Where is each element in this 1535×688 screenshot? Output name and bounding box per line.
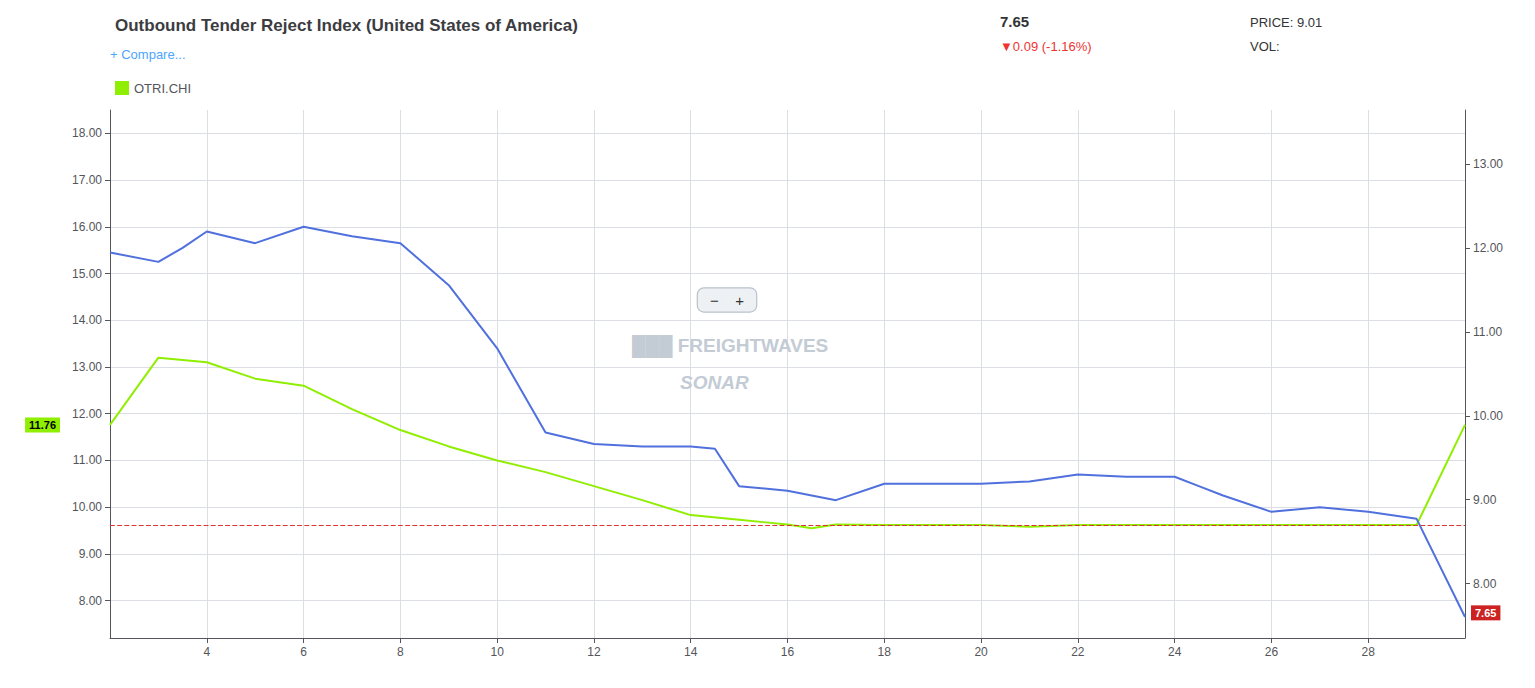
svg-text:17.00: 17.00 — [72, 173, 102, 187]
svg-text:12: 12 — [587, 645, 601, 659]
svg-text:▼0.09 (-1.16%): ▼0.09 (-1.16%) — [1000, 39, 1092, 54]
svg-text:9.00: 9.00 — [79, 547, 103, 561]
svg-text:20: 20 — [974, 645, 988, 659]
svg-text:13.00: 13.00 — [72, 360, 102, 374]
svg-text:7.65: 7.65 — [1475, 607, 1496, 619]
svg-text:13.00: 13.00 — [1473, 157, 1503, 171]
svg-text:15.00: 15.00 — [72, 267, 102, 281]
svg-text:− +: − + — [710, 292, 744, 309]
svg-text:4: 4 — [203, 645, 210, 659]
svg-text:14: 14 — [684, 645, 698, 659]
svg-text:24: 24 — [1168, 645, 1182, 659]
svg-text:Outbound Tender Reject Index (: Outbound Tender Reject Index (United Sta… — [115, 16, 578, 35]
svg-text:+ Compare...: + Compare... — [110, 47, 186, 62]
svg-text:9.00: 9.00 — [1473, 493, 1497, 507]
svg-text:12.00: 12.00 — [1473, 241, 1503, 255]
svg-text:26: 26 — [1265, 645, 1279, 659]
svg-text:12.00: 12.00 — [72, 407, 102, 421]
svg-text:PRICE: 9.01: PRICE: 9.01 — [1250, 15, 1322, 30]
svg-text:6: 6 — [300, 645, 307, 659]
svg-text:OTRI.CHI: OTRI.CHI — [134, 81, 191, 96]
svg-text:8.00: 8.00 — [1473, 577, 1497, 591]
svg-text:22: 22 — [1071, 645, 1085, 659]
svg-text:11.76: 11.76 — [29, 419, 56, 431]
svg-text:18: 18 — [878, 645, 892, 659]
svg-text:18.00: 18.00 — [72, 126, 102, 140]
svg-text:10: 10 — [490, 645, 504, 659]
svg-text:14.00: 14.00 — [72, 313, 102, 327]
svg-text:8.00: 8.00 — [79, 594, 103, 608]
svg-text:10.00: 10.00 — [72, 500, 102, 514]
svg-text:16: 16 — [781, 645, 795, 659]
svg-text:11.00: 11.00 — [1473, 325, 1502, 339]
svg-text:10.00: 10.00 — [1473, 409, 1503, 423]
svg-text:███ FREIGHTWAVES: ███ FREIGHTWAVES — [632, 334, 828, 358]
svg-text:VOL:: VOL: — [1250, 39, 1280, 54]
svg-text:11.00: 11.00 — [73, 453, 102, 467]
svg-text:16.00: 16.00 — [72, 220, 102, 234]
svg-text:7.65: 7.65 — [1000, 13, 1029, 30]
svg-text:28: 28 — [1362, 645, 1376, 659]
svg-text:8: 8 — [397, 645, 404, 659]
svg-text:SONAR: SONAR — [680, 372, 749, 393]
